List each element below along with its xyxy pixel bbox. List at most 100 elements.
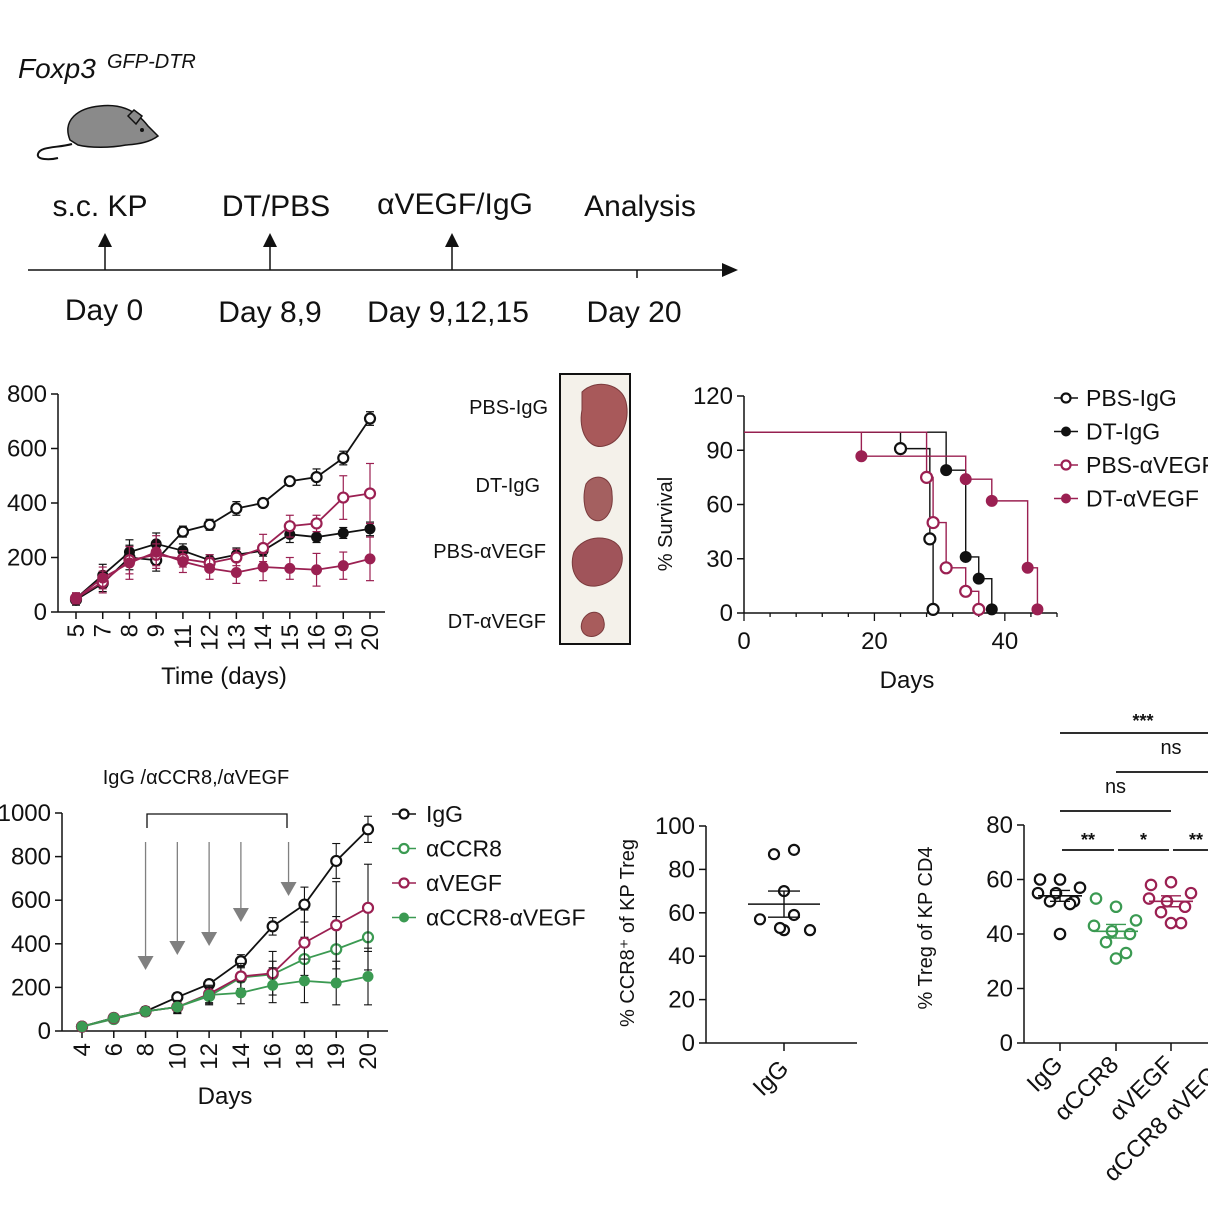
tumor-image	[571, 537, 623, 587]
y-tick-label: 600	[11, 887, 51, 914]
data-point	[267, 979, 279, 991]
mouse-icon	[36, 104, 160, 161]
x-axis-label: Days	[880, 667, 935, 694]
data-point	[203, 989, 215, 1001]
legend-marker	[398, 842, 410, 855]
survival-curve	[744, 431, 993, 610]
x-tick-label: 11	[170, 624, 197, 649]
data-point	[176, 525, 190, 538]
legend-marker	[1060, 459, 1072, 471]
data-point	[283, 475, 296, 488]
y-tick-label: 0	[1000, 1030, 1013, 1057]
series-line	[81, 907, 369, 1028]
data-point	[284, 562, 296, 574]
data-point	[230, 502, 243, 515]
y-tick-label: 60	[706, 492, 733, 519]
y-tick-label: 20	[986, 976, 1013, 1003]
event-label: s.c. KP	[52, 190, 147, 223]
significance-label: ***	[1132, 711, 1153, 731]
censor-point	[959, 550, 972, 563]
y-tick-label: 90	[706, 437, 733, 464]
data-point	[1033, 873, 1047, 886]
legend-label: αVEGF	[426, 870, 502, 896]
legend-label: αCCR8-αVEGF	[426, 905, 586, 931]
photo-label: PBS-αVEGF	[433, 541, 546, 563]
event-day: Day 0	[65, 294, 143, 327]
timeline-panel: Foxp3 GFP-DTR s.c. KP DT/PBS αVEGF/IgG A…	[18, 51, 738, 329]
significance-label: **	[1189, 830, 1203, 850]
data-point	[364, 523, 376, 535]
data-point	[1142, 892, 1156, 905]
data-point	[767, 848, 781, 861]
strain-name: Foxp3	[18, 53, 96, 84]
treatment-growth-chart: 0 200 400 600 800 1000 4 6 8 10 12 14 16 18 19 20 Days Ig…	[0, 767, 586, 1110]
data-point	[1154, 905, 1168, 919]
x-tick-label: 8	[116, 624, 143, 637]
censor-point	[939, 561, 953, 575]
legend-marker	[398, 808, 410, 820]
data-point	[234, 970, 247, 983]
x-tick-label: 19	[323, 1043, 350, 1070]
data-point	[363, 412, 377, 425]
data-point	[773, 921, 787, 935]
y-tick-label: 800	[7, 381, 47, 408]
y-tick-label: 60	[986, 867, 1013, 894]
data-point	[203, 518, 216, 531]
data-point	[150, 546, 162, 558]
data-point	[787, 843, 801, 856]
data-point	[1031, 886, 1045, 900]
legend-marker	[1061, 493, 1071, 504]
data-point	[1144, 878, 1158, 892]
data-point	[1184, 886, 1198, 900]
x-tick-label: 19	[330, 624, 357, 651]
treatment-arrowhead	[169, 941, 186, 955]
x-tick-label: 16	[304, 624, 331, 651]
event-label: αVEGF/IgG	[377, 188, 533, 221]
y-tick-label: 120	[693, 383, 733, 410]
tumor-image	[580, 611, 605, 637]
series-line	[81, 828, 369, 1028]
data-point	[123, 557, 135, 569]
data-point	[298, 975, 310, 987]
censor-point	[923, 532, 937, 546]
data-point	[787, 908, 801, 922]
data-point	[298, 936, 311, 949]
data-point	[803, 924, 817, 937]
tumor-growth-chart: 0 200 400 600 800 5 7 8 9 11 12 13 14 15 16 19 20 Time (d…	[7, 381, 385, 690]
data-point	[362, 971, 374, 982]
data-point	[171, 1001, 183, 1013]
y-tick-label: 800	[11, 844, 51, 871]
timeline-arrowhead	[722, 263, 738, 277]
event-label: DT/PBS	[222, 190, 330, 223]
data-point	[1174, 916, 1188, 930]
data-point	[298, 898, 311, 911]
data-point	[1053, 927, 1067, 941]
strain-superscript: GFP-DTR	[107, 51, 196, 73]
y-axis-label: % CCR8⁺ of KP Treg	[617, 839, 639, 1027]
censor-point	[926, 515, 940, 530]
survival-curve	[744, 431, 1039, 610]
event-day: Day 8,9	[218, 296, 321, 329]
photo-label: PBS-IgG	[469, 397, 548, 419]
censor-point	[940, 464, 953, 477]
data-point	[177, 556, 189, 568]
x-tick-label: 5	[63, 624, 90, 637]
data-point	[108, 1012, 120, 1024]
x-tick-label: 40	[991, 628, 1018, 655]
survival-chart: 0 30 60 90 120 0 20 40 Days % Survival PBS-IgG DT-I…	[655, 383, 1208, 694]
data-point	[310, 471, 323, 484]
treatment-arrowhead	[232, 908, 249, 922]
x-tick-label: 15	[277, 624, 304, 651]
data-point	[230, 566, 242, 578]
data-point	[1087, 919, 1101, 933]
event-arrow	[445, 233, 459, 270]
tumor-image	[583, 476, 613, 522]
y-tick-label: 100	[655, 813, 695, 840]
y-tick-label: 0	[682, 1030, 695, 1057]
legend-label: PBS-IgG	[1086, 385, 1177, 411]
data-point	[753, 913, 767, 926]
photo-label: DT-αVEGF	[448, 611, 546, 633]
x-tick-label: 6	[101, 1043, 128, 1056]
censor-point	[972, 602, 986, 616]
